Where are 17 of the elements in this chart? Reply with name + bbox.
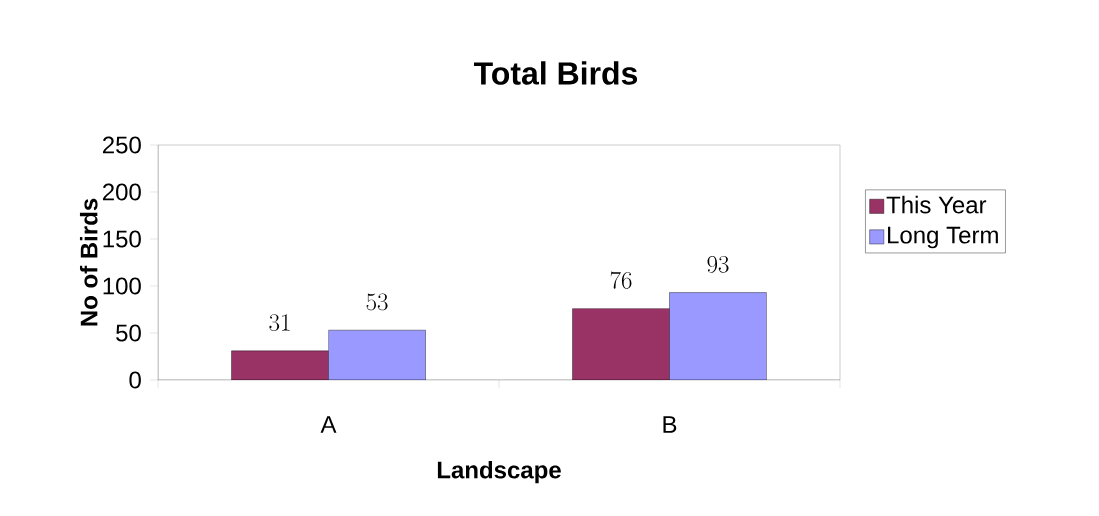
y-tick-label: 150 <box>103 230 141 248</box>
y-tick-label: 100 <box>103 277 141 295</box>
x-axis-title: Landscape <box>437 460 561 484</box>
y-tick-label: 250 <box>102 136 141 154</box>
data-label: 93 <box>707 255 729 273</box>
y-tick-label: 0 <box>129 371 141 389</box>
y-tick-label: 50 <box>116 324 141 342</box>
y-axis-title: No of Birds <box>79 198 98 326</box>
x-tick-label: A <box>320 416 337 433</box>
y-tick-label: 200 <box>102 183 141 201</box>
chart-title: Total Birds <box>474 61 638 85</box>
data-label: 31 <box>269 314 290 332</box>
data-label: 76 <box>610 271 632 289</box>
x-tick-label: B <box>663 416 677 433</box>
data-label: 53 <box>366 293 388 311</box>
legend-label: Long Term <box>888 226 998 249</box>
legend-label: This Year <box>886 195 987 214</box>
